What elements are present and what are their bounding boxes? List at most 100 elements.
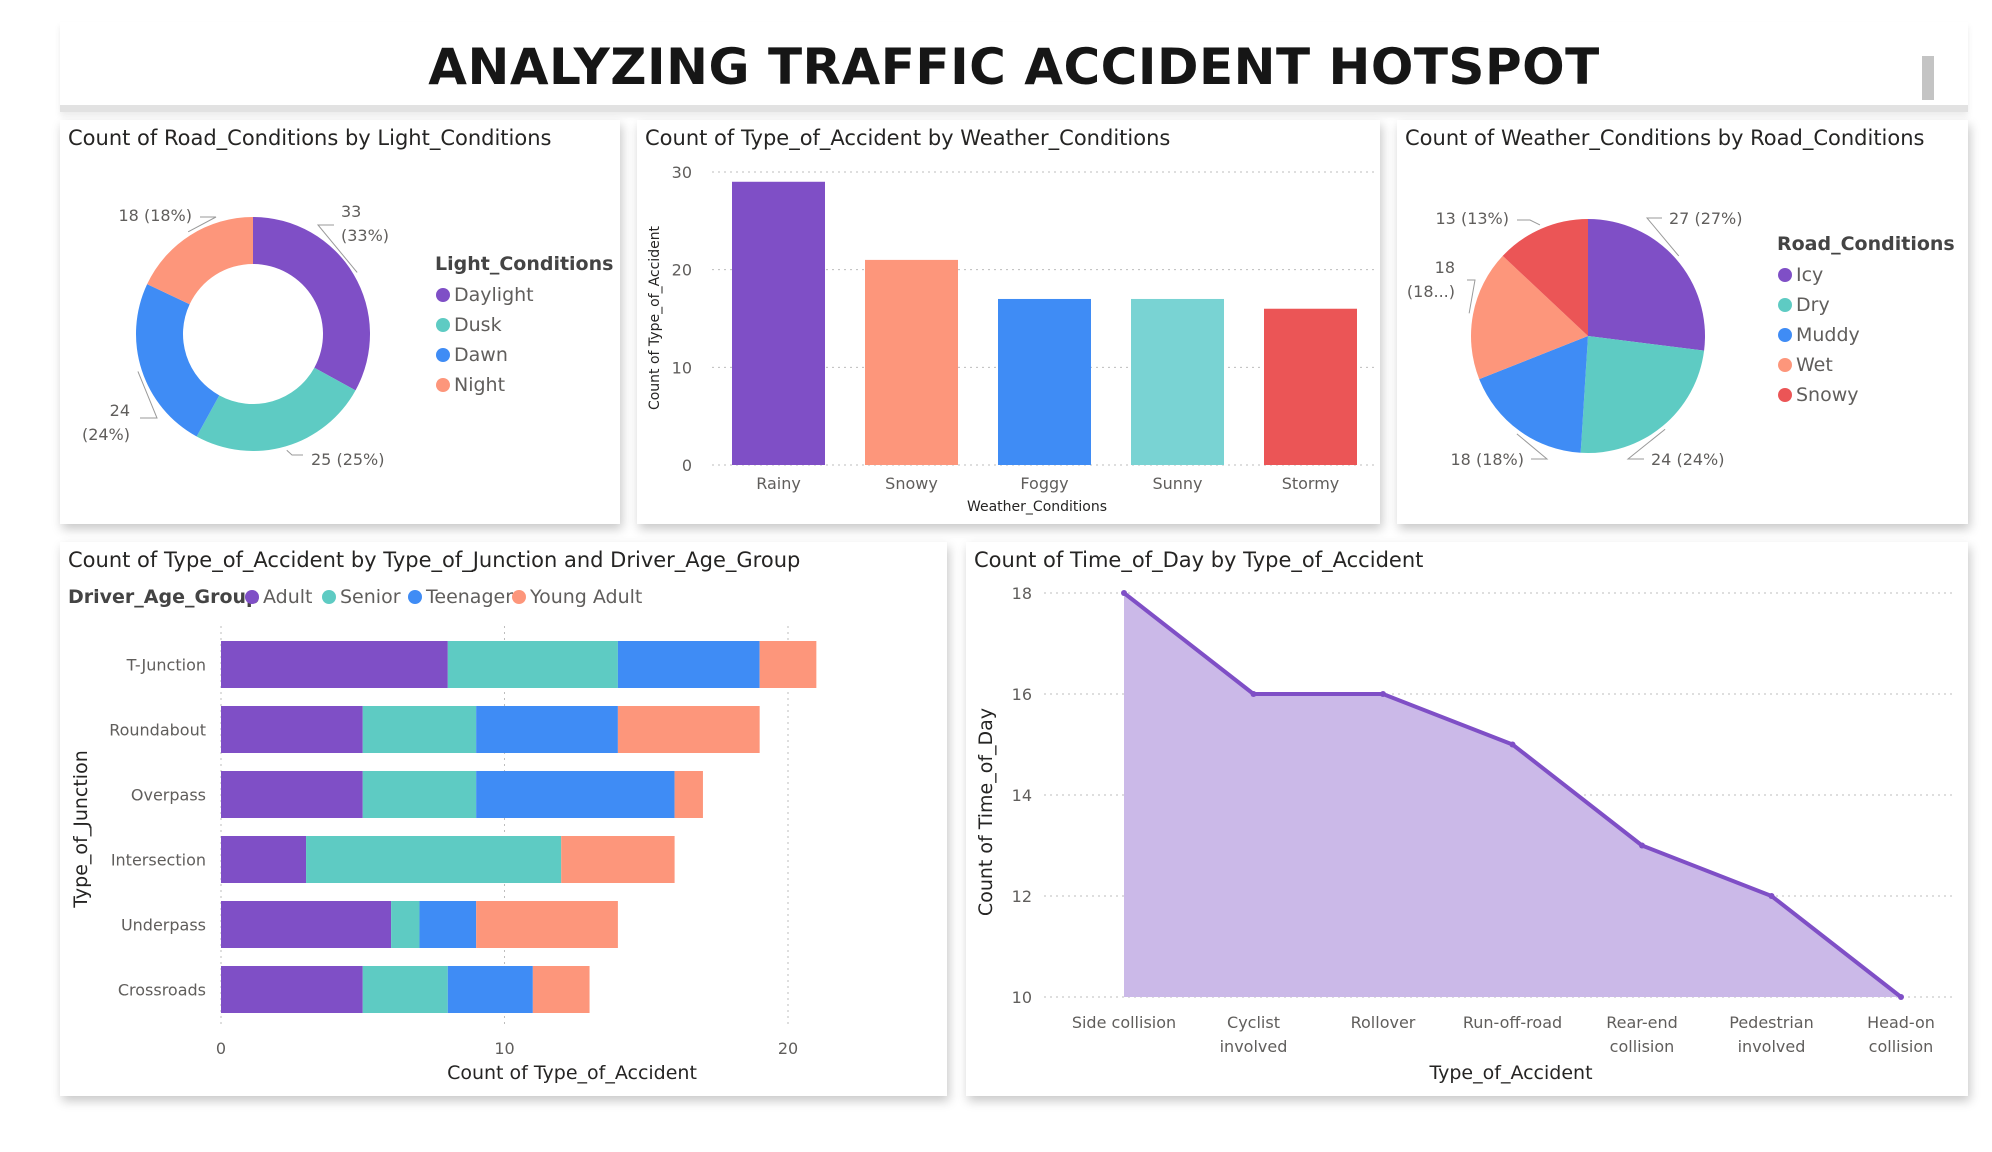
bar-intersection-adult[interactable] bbox=[221, 836, 307, 883]
x-tick-label-line: Head-on bbox=[1867, 1013, 1935, 1032]
data-label-icy-line: 27 (27%) bbox=[1669, 209, 1743, 228]
legend-marker-icy bbox=[1778, 268, 1792, 282]
bar-underpass-senior[interactable] bbox=[391, 901, 420, 948]
bar-t-junction-senior[interactable] bbox=[447, 641, 618, 688]
slice-snowy[interactable] bbox=[1502, 219, 1588, 336]
legend-marker-teenager bbox=[408, 590, 422, 604]
x-tick-label-line: involved bbox=[1738, 1037, 1806, 1056]
legend-item-icy[interactable]: Icy bbox=[1796, 264, 1823, 286]
legend-item-muddy[interactable]: Muddy bbox=[1796, 324, 1860, 346]
bar-overpass-teenager[interactable] bbox=[476, 771, 675, 818]
bar-roundabout-adult[interactable] bbox=[221, 706, 363, 753]
bar-t-junction-adult[interactable] bbox=[221, 641, 448, 688]
bar-crossroads-young-adult[interactable] bbox=[532, 966, 590, 1013]
chart-title: Count of Weather_Conditions by Road_Cond… bbox=[1405, 126, 1925, 150]
y-axis-title: Type_of_Junction bbox=[70, 750, 92, 908]
data-point-rollover[interactable] bbox=[1380, 691, 1386, 697]
bar-foggy[interactable] bbox=[998, 298, 1091, 465]
slice-dry[interactable] bbox=[1580, 336, 1705, 453]
legend-item-night[interactable]: Night bbox=[454, 374, 505, 396]
x-tick-label: Side collision bbox=[1072, 1013, 1176, 1032]
legend-item-snowy[interactable]: Snowy bbox=[1796, 384, 1859, 406]
leader-line bbox=[316, 224, 358, 273]
bar-t-junction-young-adult[interactable] bbox=[759, 641, 817, 688]
data-label-muddy-line: 18 (18%) bbox=[1451, 450, 1525, 469]
x-tick-label: Rear-end collision bbox=[1606, 1013, 1678, 1056]
legend-marker-dawn bbox=[436, 348, 450, 362]
area-fill bbox=[1124, 593, 1901, 997]
bar-overpass-adult[interactable] bbox=[221, 771, 363, 818]
data-point-rear-end-collision[interactable] bbox=[1639, 842, 1645, 849]
data-label-dry: 24 (24%) bbox=[1651, 450, 1725, 469]
legend-item-young-adult[interactable]: Young Adult bbox=[529, 586, 642, 608]
data-point-run-off-road[interactable] bbox=[1509, 741, 1516, 748]
legend-item-dry[interactable]: Dry bbox=[1796, 294, 1830, 316]
bar-rainy[interactable] bbox=[732, 181, 825, 465]
data-label-night-line: 18 (18%) bbox=[119, 206, 193, 225]
y-tick-label: 0 bbox=[682, 456, 692, 475]
data-label-daylight: 33 (33%) bbox=[341, 202, 389, 245]
chart-title: Count of Type_of_Accident by Weather_Con… bbox=[645, 126, 1171, 150]
bar-intersection-young-adult[interactable] bbox=[561, 836, 675, 883]
x-tick-label-line: Rear-end bbox=[1606, 1013, 1678, 1032]
bar-underpass-adult[interactable] bbox=[221, 901, 392, 948]
x-tick-label: Sunny bbox=[1152, 474, 1202, 493]
dashboard-title: ANALYZING TRAFFIC ACCIDENT HOTSPOT bbox=[428, 38, 1600, 96]
legend-title: Road_Conditions bbox=[1777, 233, 1955, 255]
bar-snowy[interactable] bbox=[865, 259, 958, 465]
bar-crossroads-adult[interactable] bbox=[221, 966, 363, 1013]
bar-t-junction-teenager[interactable] bbox=[617, 641, 760, 688]
bar-underpass-young-adult[interactable] bbox=[476, 901, 618, 948]
legend-item-teenager[interactable]: Teenager bbox=[425, 586, 513, 608]
data-label-snowy: 13 (13%) bbox=[1436, 209, 1510, 228]
stacked-bar-chart-panel[interactable]: Count of Type_of_Accident by Type_of_Jun… bbox=[60, 542, 947, 1096]
pie-chart-panel[interactable]: Count of Weather_Conditions by Road_Cond… bbox=[1397, 120, 1968, 524]
slice-daylight[interactable] bbox=[253, 217, 371, 391]
slice-dusk[interactable] bbox=[196, 367, 356, 451]
y-tick-label: Roundabout bbox=[109, 721, 206, 740]
scrollbar-thumb[interactable] bbox=[1922, 56, 1934, 100]
legend-item-adult[interactable]: Adult bbox=[263, 586, 313, 608]
bar-overpass-senior[interactable] bbox=[362, 771, 477, 818]
bar-overpass-young-adult[interactable] bbox=[674, 771, 703, 818]
bar-intersection-senior[interactable] bbox=[306, 836, 562, 883]
bar-roundabout-teenager[interactable] bbox=[476, 706, 618, 753]
data-point-cyclist-involved[interactable] bbox=[1250, 691, 1257, 697]
y-axis-title: Count of Time_of_Day bbox=[975, 708, 997, 916]
legend-item-dusk[interactable]: Dusk bbox=[454, 314, 502, 336]
slice-night[interactable] bbox=[147, 217, 253, 305]
x-tick-label-line: Side collision bbox=[1072, 1013, 1176, 1032]
slice-muddy[interactable] bbox=[1479, 336, 1588, 453]
column-chart: 0 10 20 30 Rainy Snowy Foggy Sunny Stormy Weather… bbox=[647, 163, 1377, 515]
donut-chart-panel[interactable]: Count of Road_Conditions by Light_Condit… bbox=[60, 120, 620, 524]
pie-chart: 27 (27%) 24 (24%) 18 (18%) 18 (18...) 13 (13%… bbox=[1407, 209, 1955, 469]
column-chart-panel[interactable]: Count of Type_of_Accident by Weather_Con… bbox=[637, 120, 1380, 524]
bar-sunny[interactable] bbox=[1131, 298, 1224, 465]
chart-title: Count of Time_of_Day by Type_of_Accident bbox=[974, 548, 1424, 572]
x-tick-label: Cyclist involved bbox=[1220, 1013, 1288, 1056]
chart-title: Count of Road_Conditions by Light_Condit… bbox=[68, 126, 552, 150]
data-label-dawn: 24 (24%) bbox=[82, 401, 130, 444]
slice-icy[interactable] bbox=[1588, 219, 1705, 351]
data-point-side-collision[interactable] bbox=[1121, 590, 1127, 596]
x-tick-label: Rainy bbox=[756, 474, 801, 493]
x-tick-label-line: Pedestrian bbox=[1729, 1013, 1814, 1032]
bar-underpass-teenager[interactable] bbox=[419, 901, 477, 948]
slice-wet[interactable] bbox=[1471, 255, 1588, 380]
bar-roundabout-senior[interactable] bbox=[362, 706, 477, 753]
legend-item-wet[interactable]: Wet bbox=[1796, 354, 1833, 376]
leader-line bbox=[1516, 433, 1549, 460]
bar-roundabout-young-adult[interactable] bbox=[617, 706, 760, 753]
bar-crossroads-teenager[interactable] bbox=[447, 966, 533, 1013]
legend-item-dawn[interactable]: Dawn bbox=[454, 344, 508, 366]
data-point-head-on-collision[interactable] bbox=[1898, 994, 1904, 1000]
bar-stormy[interactable] bbox=[1264, 308, 1357, 465]
y-axis-title: Count of Type_of_Accident bbox=[647, 225, 663, 410]
slice-dawn[interactable] bbox=[136, 284, 220, 437]
area-chart-panel[interactable]: Count of Time_of_Day by Type_of_Accident… bbox=[966, 542, 1968, 1096]
data-point-pedestrian-involved[interactable] bbox=[1768, 893, 1775, 899]
data-label-dusk: 25 (25%) bbox=[311, 450, 385, 469]
legend-item-senior[interactable]: Senior bbox=[340, 586, 401, 608]
legend-item-daylight[interactable]: Daylight bbox=[454, 284, 534, 306]
bar-crossroads-senior[interactable] bbox=[362, 966, 448, 1013]
